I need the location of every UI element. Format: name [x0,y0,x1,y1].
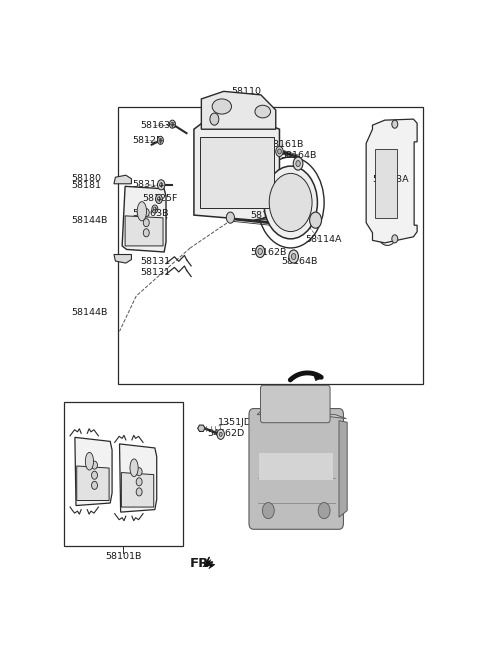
Polygon shape [121,472,154,507]
Text: 58164B: 58164B [281,257,318,266]
Circle shape [152,205,158,213]
Text: 58131: 58131 [140,268,170,277]
Circle shape [256,245,264,258]
Circle shape [293,157,303,170]
Text: 58144B: 58144B [71,308,108,317]
Polygon shape [366,119,417,243]
Text: 58125: 58125 [132,136,163,145]
Polygon shape [114,255,132,263]
Bar [375,150,397,218]
Circle shape [226,212,234,223]
Polygon shape [122,186,166,252]
Text: 58181: 58181 [71,181,101,190]
Polygon shape [257,409,347,419]
Ellipse shape [255,105,271,118]
Circle shape [392,120,398,128]
Circle shape [92,482,97,489]
Text: 58163B: 58163B [132,209,169,218]
Text: 58161B: 58161B [267,140,304,149]
Ellipse shape [212,99,231,114]
Polygon shape [194,106,279,220]
Circle shape [144,209,149,216]
Text: 58113: 58113 [281,222,312,231]
Circle shape [144,218,149,227]
Circle shape [136,478,142,486]
Polygon shape [339,420,347,517]
Circle shape [92,471,97,480]
Circle shape [157,136,163,144]
Circle shape [258,249,263,255]
Ellipse shape [137,201,146,221]
Text: 58314: 58314 [132,180,163,190]
FancyBboxPatch shape [249,409,344,529]
Circle shape [264,166,317,239]
Text: 58130: 58130 [231,94,261,104]
Text: 58114A: 58114A [305,235,342,244]
Polygon shape [75,438,112,506]
FancyBboxPatch shape [261,385,330,422]
Circle shape [310,212,322,228]
Text: 58123A: 58123A [372,175,409,184]
Circle shape [291,253,296,260]
Text: 58163B: 58163B [140,121,177,130]
Circle shape [169,120,175,128]
Text: 58180: 58180 [71,174,101,183]
Bar [200,137,274,207]
Bar [118,106,423,384]
Circle shape [263,502,274,519]
Circle shape [144,229,149,237]
Text: FR.: FR. [190,557,215,570]
Circle shape [296,161,300,167]
Ellipse shape [85,453,94,470]
Circle shape [156,194,162,203]
Text: 58110: 58110 [231,87,261,96]
Text: 58125F: 58125F [143,194,178,203]
Circle shape [92,461,97,469]
Text: 58162B: 58162B [251,249,287,258]
Polygon shape [203,560,215,569]
Circle shape [277,149,281,154]
Circle shape [136,468,142,476]
Circle shape [276,146,283,157]
Circle shape [157,180,165,190]
Circle shape [156,195,162,203]
Circle shape [289,250,299,263]
Polygon shape [313,372,322,380]
Bar [259,453,334,480]
Text: 58164B: 58164B [280,151,317,160]
Circle shape [210,113,219,125]
Ellipse shape [130,459,138,477]
Bar [64,402,183,546]
Polygon shape [202,91,276,129]
Circle shape [158,181,164,189]
Polygon shape [77,466,109,501]
Polygon shape [198,425,205,432]
Text: 58131: 58131 [140,257,170,266]
Text: 58112: 58112 [251,211,280,220]
Polygon shape [125,216,163,246]
Circle shape [269,173,312,232]
Circle shape [217,429,225,440]
Text: 58101B: 58101B [105,552,142,561]
Text: 58144B: 58144B [71,216,108,224]
Circle shape [392,235,398,243]
Polygon shape [114,175,132,184]
Text: 1351JD: 1351JD [218,418,252,426]
Circle shape [318,502,330,519]
Circle shape [219,432,222,436]
Polygon shape [120,444,156,512]
Text: 54562D: 54562D [207,429,244,438]
Circle shape [136,488,142,496]
